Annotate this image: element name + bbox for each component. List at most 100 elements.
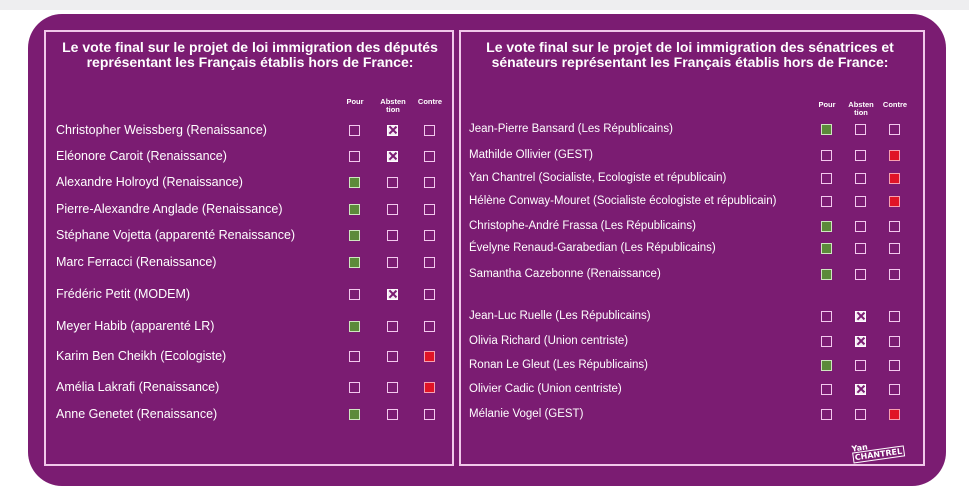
vote-checkbox-pour — [821, 150, 832, 161]
vote-checkbox-contre — [424, 409, 435, 420]
vote-checkbox-contre — [424, 321, 435, 332]
senateurs-title: Le vote final sur le projet de loi immig… — [486, 39, 894, 70]
vote-checkbox-pour — [349, 230, 360, 241]
vote-checkbox-pour — [821, 221, 832, 232]
vote-checkbox-abst — [387, 230, 398, 241]
vote-checkbox-pour — [821, 336, 832, 347]
vote-checkbox-abst — [855, 196, 866, 207]
vote-checkbox-pour — [349, 409, 360, 420]
deputes-member-name: Marc Ferracci (Renaissance) — [56, 255, 217, 269]
vote-checkbox-abst — [855, 243, 866, 254]
vote-checkbox-abst — [387, 409, 398, 420]
vote-checkbox-pour — [349, 125, 360, 136]
vote-checkbox-pour — [349, 151, 360, 162]
vote-checkbox-abst — [855, 409, 866, 420]
vote-checkbox-abst — [387, 382, 398, 393]
deputes-member-name: Anne Genetet (Renaissance) — [56, 407, 218, 421]
senateurs-member-name: Jean-Pierre Bansard (Les Républicains) — [469, 123, 673, 135]
deputes-member-name: Amélia Lakrafi (Renaissance) — [56, 380, 220, 394]
vote-checkbox-contre — [889, 311, 900, 322]
deputes-member-name: Alexandre Holroyd (Renaissance) — [56, 175, 243, 189]
vote-checkbox-abst — [855, 269, 866, 280]
vote-checkbox-contre — [889, 360, 900, 371]
vote-checkbox-pour — [821, 384, 832, 395]
deputes-member-name: Eléonore Caroit (Renaissance) — [56, 149, 227, 163]
vote-checkbox-contre — [889, 196, 900, 207]
deputes-title: Le vote final sur le projet de loi immig… — [62, 39, 438, 70]
vote-checkbox-pour — [821, 360, 832, 371]
vote-checkbox-pour — [349, 321, 360, 332]
vote-checkbox-abst — [387, 321, 398, 332]
vote-checkbox-abst — [855, 311, 866, 322]
vote-checkbox-contre — [889, 269, 900, 280]
senateurs-header-contre: Contre — [882, 100, 908, 109]
vote-checkbox-contre — [889, 243, 900, 254]
vote-checkbox-pour — [349, 257, 360, 268]
senateurs-member-name: Évelyne Renaud-Garabedian (Les Républica… — [469, 242, 716, 254]
vote-checkbox-abst — [387, 289, 398, 300]
vote-checkbox-contre — [424, 382, 435, 393]
senateurs-panel — [459, 30, 925, 466]
vote-checkbox-pour — [349, 204, 360, 215]
vote-checkbox-contre — [424, 230, 435, 241]
vote-checkbox-abst — [387, 204, 398, 215]
senateurs-member-name: Samantha Cazebonne (Renaissance) — [469, 268, 661, 280]
vote-card — [28, 14, 946, 486]
vote-checkbox-abst — [387, 151, 398, 162]
vote-checkbox-pour — [821, 409, 832, 420]
senateurs-member-name: Mélanie Vogel (GEST) — [469, 408, 584, 420]
senateurs-member-name: Hélène Conway-Mouret (Socialiste écologi… — [469, 195, 777, 207]
vote-checkbox-contre — [889, 173, 900, 184]
deputes-member-name: Meyer Habib (apparenté LR) — [56, 319, 215, 333]
vote-checkbox-contre — [424, 289, 435, 300]
vote-checkbox-pour — [821, 173, 832, 184]
vote-checkbox-abst — [387, 351, 398, 362]
deputes-member-name: Pierre-Alexandre Anglade (Renaissance) — [56, 202, 283, 216]
senateurs-header-pour: Pour — [818, 100, 836, 109]
deputes-header-pour: Pour — [346, 97, 364, 106]
vote-checkbox-contre — [889, 409, 900, 420]
vote-checkbox-pour — [821, 124, 832, 135]
vote-checkbox-abst — [855, 221, 866, 232]
vote-checkbox-contre — [424, 125, 435, 136]
vote-checkbox-contre — [424, 351, 435, 362]
vote-checkbox-contre — [424, 151, 435, 162]
vote-checkbox-pour — [821, 311, 832, 322]
vote-checkbox-abst — [855, 336, 866, 347]
vote-checkbox-abst — [387, 257, 398, 268]
vote-checkbox-pour — [349, 289, 360, 300]
vote-checkbox-abst — [855, 173, 866, 184]
deputes-member-name: Frédéric Petit (MODEM) — [56, 287, 191, 301]
vote-checkbox-pour — [821, 269, 832, 280]
vote-checkbox-contre — [889, 150, 900, 161]
vote-checkbox-abst — [855, 360, 866, 371]
vote-checkbox-pour — [349, 382, 360, 393]
deputes-header-contre: Contre — [417, 97, 443, 106]
vote-checkbox-pour — [349, 177, 360, 188]
deputes-panel — [44, 30, 454, 466]
senateurs-member-name: Olivier Cadic (Union centriste) — [469, 383, 622, 395]
vote-checkbox-contre — [424, 257, 435, 268]
vote-checkbox-abst — [855, 384, 866, 395]
deputes-member-name: Christopher Weissberg (Renaissance) — [56, 123, 267, 137]
top-band — [0, 0, 969, 10]
vote-checkbox-contre — [889, 124, 900, 135]
vote-checkbox-contre — [424, 204, 435, 215]
vote-checkbox-pour — [349, 351, 360, 362]
vote-checkbox-abst — [855, 150, 866, 161]
senateurs-member-name: Yan Chantrel (Socialiste, Ecologiste et … — [469, 172, 727, 184]
vote-checkbox-abst — [855, 124, 866, 135]
vote-checkbox-contre — [424, 177, 435, 188]
vote-checkbox-pour — [821, 196, 832, 207]
senateurs-member-name: Ronan Le Gleut (Les Républicains) — [469, 359, 648, 371]
vote-checkbox-abst — [387, 125, 398, 136]
senateurs-member-name: Olivia Richard (Union centriste) — [469, 335, 629, 347]
deputes-member-name: Karim Ben Cheikh (Ecologiste) — [56, 349, 227, 363]
vote-checkbox-contre — [889, 221, 900, 232]
vote-checkbox-contre — [889, 336, 900, 347]
senateurs-member-name: Jean-Luc Ruelle (Les Républicains) — [469, 310, 651, 322]
senateurs-header-abstention: Absten tion — [848, 100, 874, 117]
vote-checkbox-contre — [889, 384, 900, 395]
vote-checkbox-abst — [387, 177, 398, 188]
vote-checkbox-pour — [821, 243, 832, 254]
